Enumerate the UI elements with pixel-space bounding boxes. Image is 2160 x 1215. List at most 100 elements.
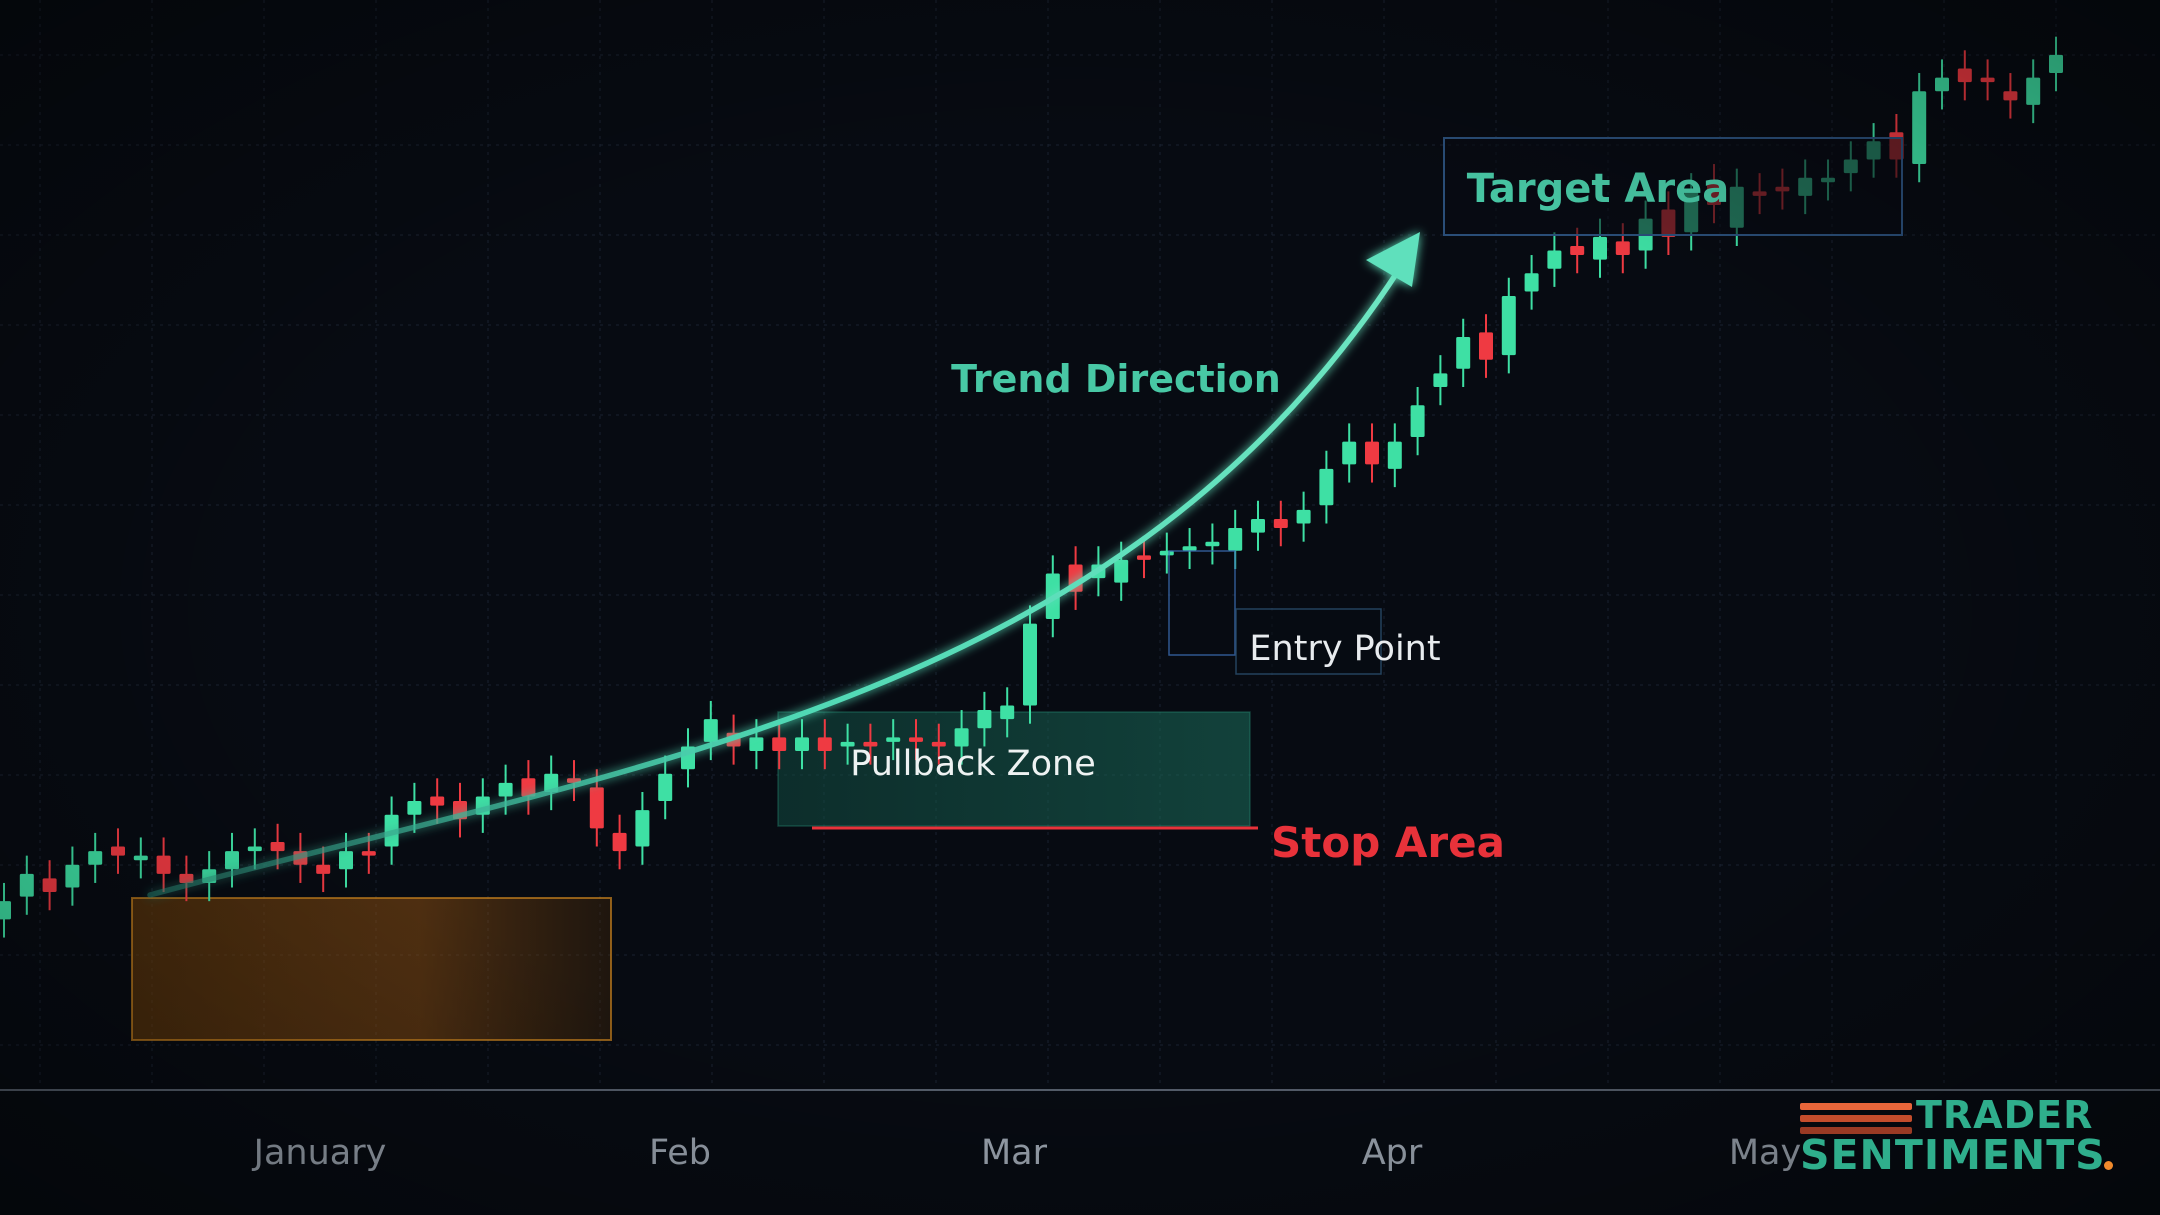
candle-body-down [1479,332,1493,360]
candle-body-down [42,878,57,893]
candle-body-up [635,810,650,847]
candle [521,760,536,815]
candle-body-up [498,782,513,797]
candle-body-down [817,737,832,751]
candle-body-down [270,842,285,852]
candle-body-up [658,773,673,802]
candle-body-up [1319,468,1334,506]
candle [1365,423,1379,483]
candle-body-up [886,737,901,742]
logo-line-2: SENTIMENTS [1800,1131,2106,1179]
trader-sentiments-logo: TRADER SENTIMENTS [1800,1093,2130,1179]
candle [453,782,467,838]
candle [65,846,80,906]
candle-body-down [156,855,171,874]
candle [19,855,34,915]
logo-line-1: TRADER [1916,1093,2094,1137]
candle-body-up [88,851,103,865]
target-area-label: Target Area [1467,166,1729,212]
trend-direction-label: Trend Direction [951,357,1281,401]
candle-body-up [977,710,992,729]
candle-body-up [1023,623,1037,706]
candle [1342,423,1357,483]
candle-body-up [1000,705,1015,720]
candle-body-up [2026,77,2041,105]
candle-body-down [589,787,604,829]
candle [681,728,695,788]
candle-body-up [1296,509,1311,524]
candle-body-up [1342,441,1357,465]
candle-body-up [1501,296,1516,356]
candle [156,837,171,893]
candle [1251,500,1265,551]
candle [1547,232,1562,287]
candle [133,837,148,879]
candle-body-down [430,796,445,806]
candle-body-up [339,851,353,870]
candle-body-down [1980,77,1995,83]
candle-body-up [1524,273,1539,292]
x-tick-may: May [1729,1133,1801,1173]
candle-body-up [247,846,262,852]
candle-body-up [1935,77,1949,92]
candle [1182,528,1197,569]
candle-body-up [749,737,764,751]
candle [658,755,673,820]
candle [1980,59,1995,101]
candle-body-down [316,864,331,874]
stop-area-label: Stop Area [1271,818,1505,867]
candle [1319,450,1334,524]
candle-body-down [909,737,923,742]
logo-bars-icon [1800,1103,1915,1139]
candle [42,860,57,911]
candle [111,828,125,874]
logo-dot-icon [2104,1161,2113,1170]
x-tick-mar: Mar [981,1133,1048,1173]
candle-body-up [1251,518,1265,533]
candle [430,778,445,824]
candle [612,814,627,870]
candle-body-down [2003,91,2018,101]
x-tick-labels: January Feb Mar Apr May [252,1133,1802,1173]
candle [2003,73,2018,119]
candle-body-up [1114,559,1129,583]
candle-body-up [2049,54,2063,74]
candle [1935,59,1949,110]
entry-highlight-box [1168,550,1236,656]
candle-body-down [772,737,787,751]
candle [1273,500,1288,547]
candle-body-up [1433,373,1448,387]
pullback-zone-label: Pullback Zone [850,744,1096,784]
candle-body-up [1593,236,1607,260]
candle-body-down [1957,68,1972,83]
candle-body-up [1410,405,1425,438]
candle [703,700,718,761]
candle-body-down [612,832,627,852]
candle [1023,605,1037,724]
candle-body-up [1912,91,1927,165]
candle [1479,314,1493,378]
candle-body-up [1387,441,1402,469]
candle-body-up [1182,546,1197,551]
consolidation-zone [131,897,612,1041]
candle [1524,255,1539,310]
candle-body-up [65,864,80,888]
candle-body-up [703,719,718,742]
x-tick-feb: Feb [649,1133,711,1173]
candle-body-up [1205,541,1220,547]
candle-body-down [1615,241,1630,256]
candle [1912,73,1927,183]
candle [1957,50,1972,101]
candle-body-up [407,801,422,815]
candle [1387,423,1402,488]
candle-body-down [111,846,125,856]
candle [2026,59,2041,124]
candle [1456,318,1471,387]
candle [635,791,650,865]
entry-point-label: Entry Point [1249,629,1440,669]
x-tick-apr: Apr [1362,1133,1423,1173]
candle-body-up [0,901,11,920]
candle [247,828,262,870]
